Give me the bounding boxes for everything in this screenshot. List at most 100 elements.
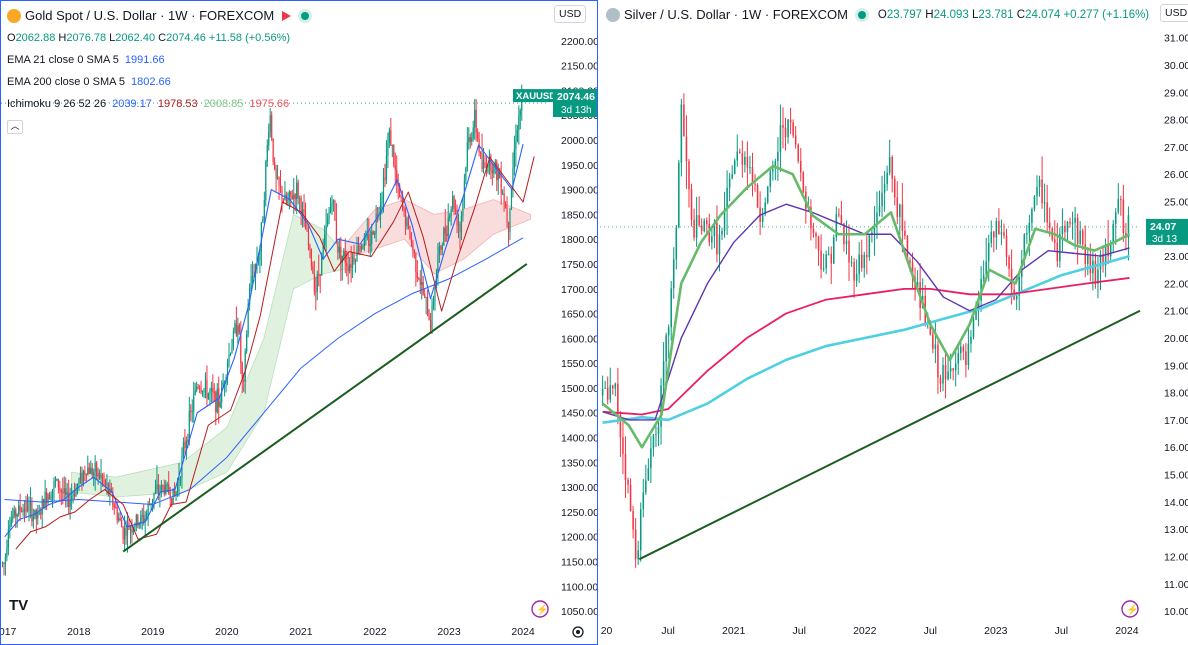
- candle-body: [106, 483, 108, 485]
- candle-body: [873, 224, 876, 233]
- y-tick-label: 28.00: [1164, 115, 1188, 127]
- price-axis: 31.0030.0029.0028.0027.0026.0025.0024.00…: [1164, 33, 1188, 618]
- candle-body: [154, 489, 157, 493]
- gold-title: Gold Spot / U.S. Dollar · 1W · FOREXCOM: [25, 8, 275, 23]
- candle-body: [685, 136, 688, 162]
- candle-body: [690, 189, 693, 220]
- candle-body: [705, 220, 708, 224]
- candle-body: [188, 410, 190, 442]
- candle-body: [397, 184, 399, 186]
- candle-body: [1018, 277, 1020, 296]
- candle-body: [1010, 268, 1013, 290]
- candle-body: [878, 206, 881, 213]
- candle-body: [688, 161, 690, 190]
- candle-body: [281, 187, 283, 201]
- candle-body: [858, 254, 860, 275]
- candle-body: [147, 504, 149, 514]
- x-tick-label: 2023: [437, 626, 461, 638]
- candle-body: [293, 194, 295, 199]
- last-price-box: [1146, 218, 1188, 245]
- candle-body: [34, 509, 36, 516]
- candle-body: [627, 479, 629, 485]
- time-axis: 2017 2018 2019 2020 2021 2022 2023 2024: [1, 626, 535, 638]
- candle-body: [360, 245, 363, 250]
- candle-body: [235, 323, 237, 336]
- candle-body: [226, 362, 229, 378]
- candle-body: [321, 253, 323, 276]
- candle-body: [652, 434, 655, 449]
- candle-body: [888, 157, 891, 173]
- gold-chart-pane[interactable]: 2200.002150.002100.002050.002000.001950.…: [0, 0, 598, 645]
- candle-body: [1076, 217, 1079, 244]
- price-axis: 2200.002150.002100.002050.002000.001950.…: [561, 36, 598, 618]
- candle-body: [404, 211, 407, 227]
- candle-body: [845, 240, 848, 245]
- candle-body: [1071, 222, 1074, 224]
- indicator-ema21[interactable]: EMA 21 close 0 SMA 5 1991.66: [7, 49, 309, 71]
- candle-body: [421, 281, 423, 285]
- candle-body: [69, 499, 71, 508]
- ema21-line: [4, 144, 524, 538]
- candle-body: [632, 511, 634, 530]
- candle-body: [487, 166, 489, 172]
- candle-body: [1061, 226, 1064, 234]
- indicator-ichimoku[interactable]: Ichimoku 9 26 52 26 2039.17 1978.53 2008…: [7, 93, 309, 115]
- gold-high-key: H: [58, 32, 67, 44]
- candle-body: [475, 109, 477, 133]
- candle-body: [312, 266, 314, 274]
- candle-body: [204, 379, 207, 389]
- candle-body: [126, 522, 129, 536]
- candle-body: [891, 157, 893, 179]
- indicator-value: 2039.17: [112, 98, 152, 110]
- candle-body: [276, 177, 279, 179]
- candle-body: [975, 306, 977, 320]
- candle-body: [79, 473, 82, 480]
- candle-body: [334, 200, 336, 221]
- candle-body: [741, 153, 744, 165]
- y-tick-label: 1800.00: [561, 234, 598, 246]
- ema-green-line: [601, 164, 1131, 449]
- candle-body: [287, 199, 289, 204]
- candle-body: [310, 249, 313, 267]
- silver-currency-button[interactable]: USD: [1160, 4, 1188, 22]
- candle-body: [883, 184, 886, 193]
- collapse-legend-icon[interactable]: ︿: [7, 120, 23, 134]
- lightning-icon: [1121, 600, 1139, 618]
- candle-body: [1109, 243, 1112, 257]
- candle-body: [456, 210, 458, 226]
- silver-chart-pane[interactable]: 31.0030.0029.0028.0027.0026.0025.0024.00…: [600, 0, 1188, 645]
- flag-icon[interactable]: [282, 11, 292, 21]
- candle-body: [201, 391, 204, 393]
- candle-body: [1033, 196, 1036, 210]
- indicator-value: 1802.66: [131, 76, 171, 88]
- candle-body: [365, 236, 367, 239]
- candle-body: [860, 254, 863, 269]
- candle-body: [782, 125, 784, 128]
- candle-body: [428, 315, 430, 321]
- gold-currency-button[interactable]: USD: [554, 5, 587, 23]
- candle-body: [213, 392, 215, 394]
- candle-body: [718, 234, 721, 255]
- candle-body: [987, 242, 990, 262]
- ema200-line: [4, 237, 524, 505]
- silver-chart-canvas[interactable]: 31.0030.0029.0028.0027.0026.0025.0024.00…: [600, 0, 1188, 645]
- y-tick-label: 1600.00: [561, 333, 598, 345]
- candle-body: [833, 237, 835, 264]
- candle-body: [357, 245, 360, 252]
- candle-body: [268, 131, 270, 146]
- candle-body: [1089, 255, 1092, 274]
- y-tick-label: 26.00: [1164, 169, 1188, 181]
- candles: [601, 93, 1130, 568]
- candle-body: [229, 353, 232, 355]
- candle-body: [937, 344, 939, 378]
- indicator-ema200[interactable]: EMA 200 close 0 SMA 5 1802.66: [7, 71, 309, 93]
- candle-body: [104, 480, 107, 485]
- candle-body: [62, 492, 64, 494]
- y-tick-label: 21.00: [1164, 306, 1188, 318]
- candle-body: [462, 199, 464, 217]
- candle-body: [109, 488, 111, 495]
- candle-body: [713, 222, 716, 237]
- x-tick-label: 2024: [511, 626, 535, 638]
- gold-chart-canvas[interactable]: 2200.002150.002100.002050.002000.001950.…: [1, 1, 598, 645]
- candle-body: [810, 207, 812, 229]
